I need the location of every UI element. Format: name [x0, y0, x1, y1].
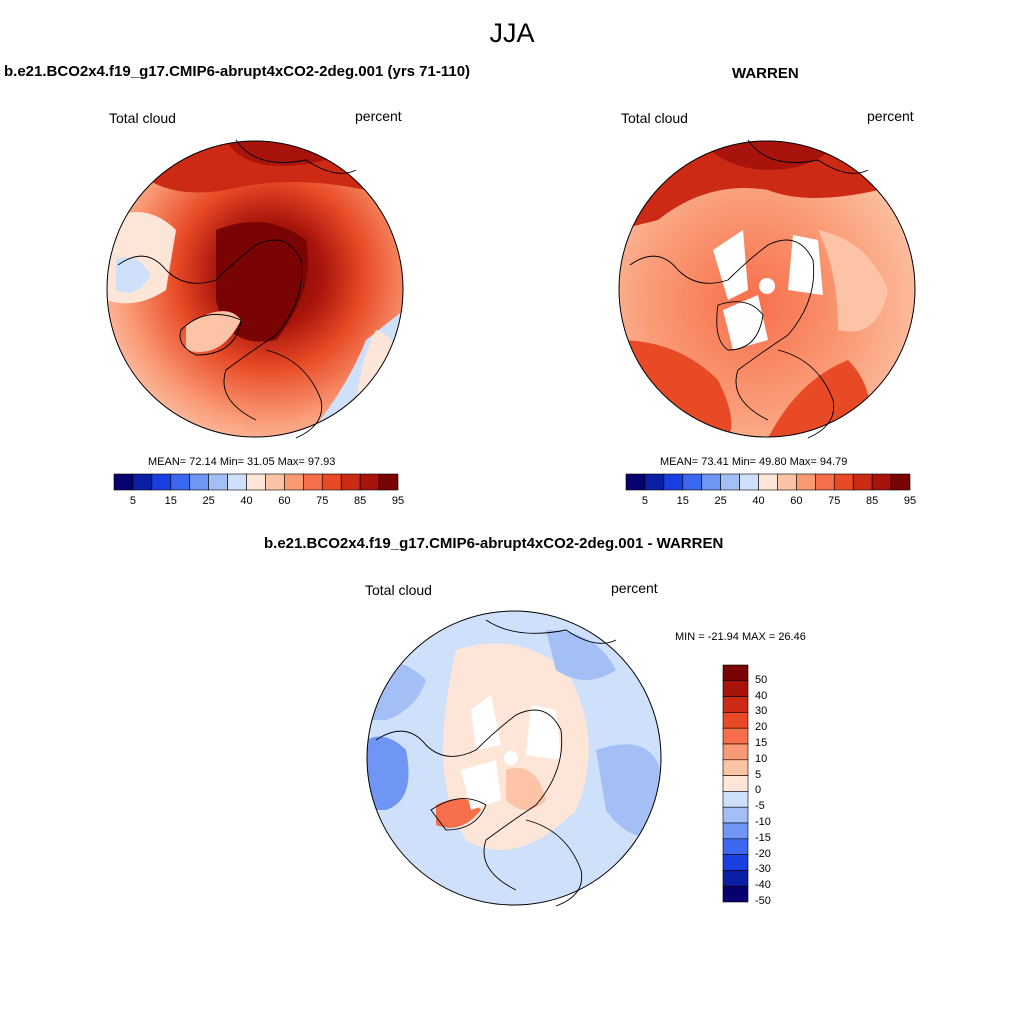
- diff-colorbar-swatch: [722, 759, 749, 776]
- diff-units-label: percent: [611, 580, 658, 596]
- diff-colorbar-tick-label: 50: [755, 673, 768, 686]
- model-variable-label: Total cloud: [109, 110, 176, 126]
- model-colorbar-tick-label: 25: [202, 495, 215, 507]
- diff-colorbar-tick-label: -20: [755, 847, 771, 860]
- diff-variable-label: Total cloud: [365, 582, 432, 598]
- diff-stats: MIN = -21.94 MAX = 26.46: [675, 631, 806, 643]
- diff-colorbar-swatch: [722, 743, 749, 761]
- diff-colorbar-tick-label: 30: [755, 705, 768, 718]
- obs-colorbar-swatch: [625, 473, 646, 491]
- obs-colorbar: [625, 473, 911, 491]
- diff-colorbar-tick-label: -40: [755, 879, 771, 892]
- obs-colorbar-tick-label: 25: [714, 495, 727, 507]
- obs-colorbar-swatch: [720, 473, 740, 491]
- diff-colorbar-swatch: [722, 680, 749, 697]
- diff-colorbar-swatch: [722, 775, 749, 792]
- diff-colorbar-swatch: [722, 838, 749, 855]
- obs-colorbar-tick-label: 5: [641, 495, 648, 507]
- obs-colorbar-swatch: [644, 473, 665, 491]
- obs-colorbar-swatch: [815, 473, 835, 491]
- obs-stats: MEAN= 73.41 Min= 49.80 Max= 94.79: [660, 456, 848, 468]
- obs-colorbar-swatch: [852, 473, 873, 491]
- model-colorbar-tick-label: 5: [129, 495, 136, 507]
- model-colorbar-tick-label: 85: [354, 495, 367, 507]
- obs-colorbar-swatch: [701, 473, 721, 491]
- obs-panel-heading: WARREN: [732, 65, 799, 82]
- figure-title: JJA: [489, 18, 535, 48]
- obs-colorbar-swatch: [833, 473, 854, 491]
- obs-colorbar-tick-label: 75: [828, 495, 841, 507]
- diff-colorbar-swatch: [722, 712, 749, 729]
- diff-polar-map: [366, 610, 662, 907]
- model-colorbar-tick-label: 40: [240, 495, 253, 507]
- model-colorbar-swatch: [132, 473, 153, 491]
- obs-colorbar-swatch: [890, 473, 911, 491]
- obs-units-label: percent: [867, 108, 914, 124]
- obs-colorbar-tick-label: 60: [790, 495, 803, 507]
- diff-colorbar-swatch: [722, 791, 749, 808]
- diff-colorbar-tick-label: -5: [755, 800, 765, 813]
- obs-colorbar-tick-label: 15: [676, 495, 689, 507]
- model-colorbar-tick-label: 15: [164, 495, 177, 507]
- model-colorbar-swatch: [151, 473, 172, 491]
- diff-colorbar-swatch: [722, 727, 749, 745]
- diff-colorbar-swatch: [722, 854, 749, 871]
- model-colorbar-swatch: [321, 473, 342, 491]
- obs-colorbar-swatch: [758, 473, 778, 491]
- diff-colorbar: [722, 664, 749, 903]
- diff-colorbar-swatch: [722, 806, 749, 824]
- diff-colorbar-swatch: [722, 822, 749, 840]
- model-colorbar-swatch: [340, 473, 361, 491]
- model-colorbar: [113, 473, 399, 491]
- model-colorbar-swatch: [227, 473, 247, 491]
- diff-colorbar-swatch: [722, 885, 749, 903]
- obs-colorbar-swatch: [871, 473, 892, 491]
- obs-colorbar-ticks: 5 15 25 40 60 75 85 95: [626, 495, 916, 509]
- model-colorbar-swatch: [246, 473, 266, 491]
- diff-colorbar-swatch: [722, 696, 749, 713]
- obs-colorbar-tick-label: 40: [752, 495, 765, 507]
- model-colorbar-swatch: [113, 473, 134, 491]
- diff-colorbar-ticks: 50 40 30 20 15 10 5 0 -5 -10 -15 -20 -30 -40 -50: [755, 665, 795, 907]
- diff-colorbar-tick-label: -30: [755, 863, 771, 876]
- model-colorbar-swatch: [170, 473, 191, 491]
- model-colorbar-tick-label: 60: [278, 495, 291, 507]
- model-units-label: percent: [355, 108, 402, 124]
- obs-colorbar-swatch: [777, 473, 797, 491]
- model-colorbar-swatch: [265, 473, 285, 491]
- model-stats: MEAN= 72.14 Min= 31.05 Max= 97.93: [148, 456, 336, 468]
- obs-colorbar-swatch: [739, 473, 759, 491]
- model-colorbar-swatch: [284, 473, 304, 491]
- diff-colorbar-tick-label: 15: [755, 737, 768, 749]
- model-colorbar-tick-label: 75: [316, 495, 329, 507]
- diff-colorbar-tick-label: 40: [755, 689, 768, 702]
- obs-colorbar-swatch: [663, 473, 684, 491]
- obs-colorbar-tick-label: 95: [903, 495, 917, 507]
- model-colorbar-swatch: [189, 473, 209, 491]
- diff-colorbar-tick-label: 20: [755, 721, 768, 734]
- diff-colorbar-tick-label: 10: [755, 752, 768, 765]
- diff-colorbar-tick-label: 5: [755, 768, 762, 781]
- obs-polar-map: [618, 139, 916, 439]
- diff-colorbar-swatch: [722, 664, 749, 682]
- diff-colorbar-tick-label: -10: [755, 816, 771, 828]
- model-panel-heading: b.e21.BCO2x4.f19_g17.CMIP6-abrupt4xCO2-2…: [4, 63, 471, 80]
- diff-panel-heading: b.e21.BCO2x4.f19_g17.CMIP6-abrupt4xCO2-2…: [264, 535, 724, 552]
- diff-colorbar-swatch: [722, 870, 749, 887]
- diff-colorbar-tick-label: 0: [755, 784, 762, 797]
- model-colorbar-tick-label: 95: [391, 495, 405, 507]
- obs-colorbar-tick-label: 85: [866, 495, 879, 507]
- obs-colorbar-swatch: [796, 473, 816, 491]
- model-colorbar-swatch: [208, 473, 228, 491]
- diff-colorbar-tick-label: -15: [755, 831, 771, 844]
- model-colorbar-swatch: [303, 473, 323, 491]
- model-polar-map: [106, 139, 404, 439]
- model-colorbar-ticks: 5 15 25 40 60 75 85 95: [114, 495, 404, 509]
- obs-colorbar-swatch: [682, 473, 703, 491]
- model-colorbar-swatch: [359, 473, 380, 491]
- diff-colorbar-tick-label: -50: [755, 895, 771, 907]
- model-colorbar-swatch: [378, 473, 399, 491]
- obs-variable-label: Total cloud: [621, 110, 688, 126]
